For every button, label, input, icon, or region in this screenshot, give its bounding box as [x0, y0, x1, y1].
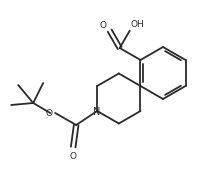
Text: N: N	[93, 107, 101, 117]
Text: O: O	[70, 152, 77, 161]
Text: OH: OH	[131, 20, 145, 29]
Text: O: O	[45, 110, 52, 119]
Text: O: O	[100, 21, 107, 30]
